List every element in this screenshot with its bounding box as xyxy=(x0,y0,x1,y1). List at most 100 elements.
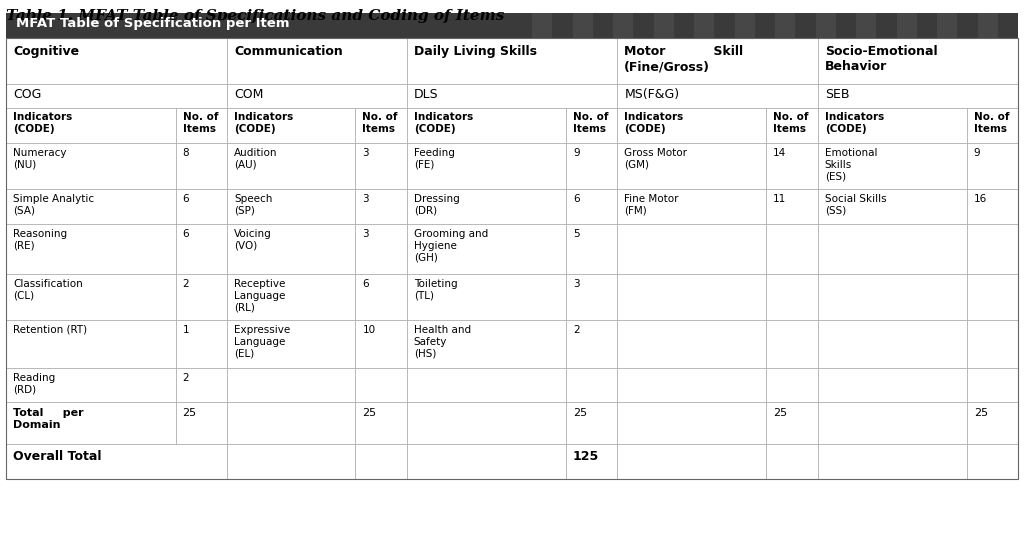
Bar xyxy=(766,108,817,143)
Text: Fine Motor
(FM): Fine Motor (FM) xyxy=(625,194,679,216)
Text: Expressive
Language
(EL): Expressive Language (EL) xyxy=(233,325,290,358)
Bar xyxy=(617,108,766,143)
Text: 1: 1 xyxy=(182,325,189,335)
Text: Indicators
(CODE): Indicators (CODE) xyxy=(625,112,684,134)
Bar xyxy=(856,13,877,38)
Text: Audition
(AU): Audition (AU) xyxy=(233,148,278,169)
Bar xyxy=(817,224,967,274)
Text: Indicators
(CODE): Indicators (CODE) xyxy=(13,112,73,134)
Text: Speech
(SP): Speech (SP) xyxy=(233,194,272,216)
Text: MS(F&G): MS(F&G) xyxy=(625,88,680,101)
Text: No. of
Items: No. of Items xyxy=(573,112,608,134)
Text: Classification
(CL): Classification (CL) xyxy=(13,279,83,301)
Text: 14: 14 xyxy=(773,148,786,158)
Bar xyxy=(355,444,407,479)
Bar xyxy=(817,108,967,143)
Bar xyxy=(566,108,617,143)
Bar xyxy=(967,108,1018,143)
Bar xyxy=(817,189,967,224)
Bar xyxy=(6,143,175,189)
Bar xyxy=(6,38,227,84)
Bar xyxy=(566,274,617,320)
Bar xyxy=(355,368,407,402)
Text: No. of
Items: No. of Items xyxy=(362,112,397,134)
Bar xyxy=(227,368,355,402)
Bar xyxy=(355,224,407,274)
Bar xyxy=(407,84,617,108)
Text: Grooming and
Hygiene
(GH): Grooming and Hygiene (GH) xyxy=(414,229,488,262)
Text: 10: 10 xyxy=(362,325,376,335)
Text: Feeding
(FE): Feeding (FE) xyxy=(414,148,455,169)
Text: Table 1. MFAT Table of Specifications and Coding of Items: Table 1. MFAT Table of Specifications an… xyxy=(6,9,505,23)
Bar xyxy=(407,368,566,402)
Bar xyxy=(817,38,1018,84)
Bar xyxy=(766,320,817,368)
Bar xyxy=(817,274,967,320)
Bar xyxy=(355,274,407,320)
Bar xyxy=(617,224,766,274)
Bar xyxy=(897,13,916,38)
Text: 2: 2 xyxy=(182,373,189,383)
Text: 25: 25 xyxy=(573,408,587,418)
Bar xyxy=(617,143,766,189)
Bar xyxy=(766,368,817,402)
Text: 6: 6 xyxy=(182,194,189,204)
Bar xyxy=(967,189,1018,224)
Text: Socio-Emotional
Behavior: Socio-Emotional Behavior xyxy=(824,45,937,73)
Text: Motor           Skill
(Fine/Gross): Motor Skill (Fine/Gross) xyxy=(625,45,743,73)
Bar xyxy=(566,320,617,368)
Bar xyxy=(617,189,766,224)
Bar xyxy=(694,13,715,38)
Bar xyxy=(817,402,967,444)
Bar xyxy=(766,444,817,479)
Text: Total     per
Domain: Total per Domain xyxy=(13,408,84,430)
Text: 25: 25 xyxy=(773,408,787,418)
Bar xyxy=(6,444,227,479)
Text: COM: COM xyxy=(233,88,263,101)
Bar xyxy=(566,444,617,479)
Bar xyxy=(967,320,1018,368)
Bar xyxy=(6,84,227,108)
Bar xyxy=(734,13,755,38)
Bar xyxy=(407,402,566,444)
Bar xyxy=(566,143,617,189)
Text: No. of
Items: No. of Items xyxy=(773,112,809,134)
Bar xyxy=(817,320,967,368)
Bar xyxy=(175,320,227,368)
Bar xyxy=(6,368,175,402)
Bar xyxy=(967,143,1018,189)
Bar xyxy=(617,402,766,444)
Bar xyxy=(766,402,817,444)
Text: 25: 25 xyxy=(182,408,197,418)
Bar xyxy=(407,320,566,368)
Bar xyxy=(227,143,355,189)
Bar xyxy=(6,38,1018,479)
Text: Social Skills
(SS): Social Skills (SS) xyxy=(824,194,887,216)
Bar xyxy=(407,274,566,320)
Text: 25: 25 xyxy=(362,408,377,418)
Bar xyxy=(6,38,1018,479)
Bar xyxy=(617,368,766,402)
Bar xyxy=(355,402,407,444)
Bar xyxy=(817,444,967,479)
Bar xyxy=(775,13,796,38)
Bar xyxy=(6,13,1018,38)
Bar xyxy=(175,402,227,444)
Text: No. of
Items: No. of Items xyxy=(974,112,1009,134)
Text: 8: 8 xyxy=(182,148,189,158)
Text: Receptive
Language
(RL): Receptive Language (RL) xyxy=(233,279,286,312)
Bar xyxy=(407,38,617,84)
Text: 3: 3 xyxy=(362,194,369,204)
Bar xyxy=(817,368,967,402)
Text: 25: 25 xyxy=(974,408,988,418)
Text: Reasoning
(RE): Reasoning (RE) xyxy=(13,229,68,250)
Bar xyxy=(6,108,175,143)
Text: COG: COG xyxy=(13,88,41,101)
Bar xyxy=(355,320,407,368)
Text: Indicators
(CODE): Indicators (CODE) xyxy=(824,112,884,134)
Text: Emotional
Skills
(ES): Emotional Skills (ES) xyxy=(824,148,878,181)
Bar xyxy=(175,143,227,189)
Text: 11: 11 xyxy=(773,194,786,204)
Text: Retention (RT): Retention (RT) xyxy=(13,325,87,335)
Bar xyxy=(227,402,355,444)
